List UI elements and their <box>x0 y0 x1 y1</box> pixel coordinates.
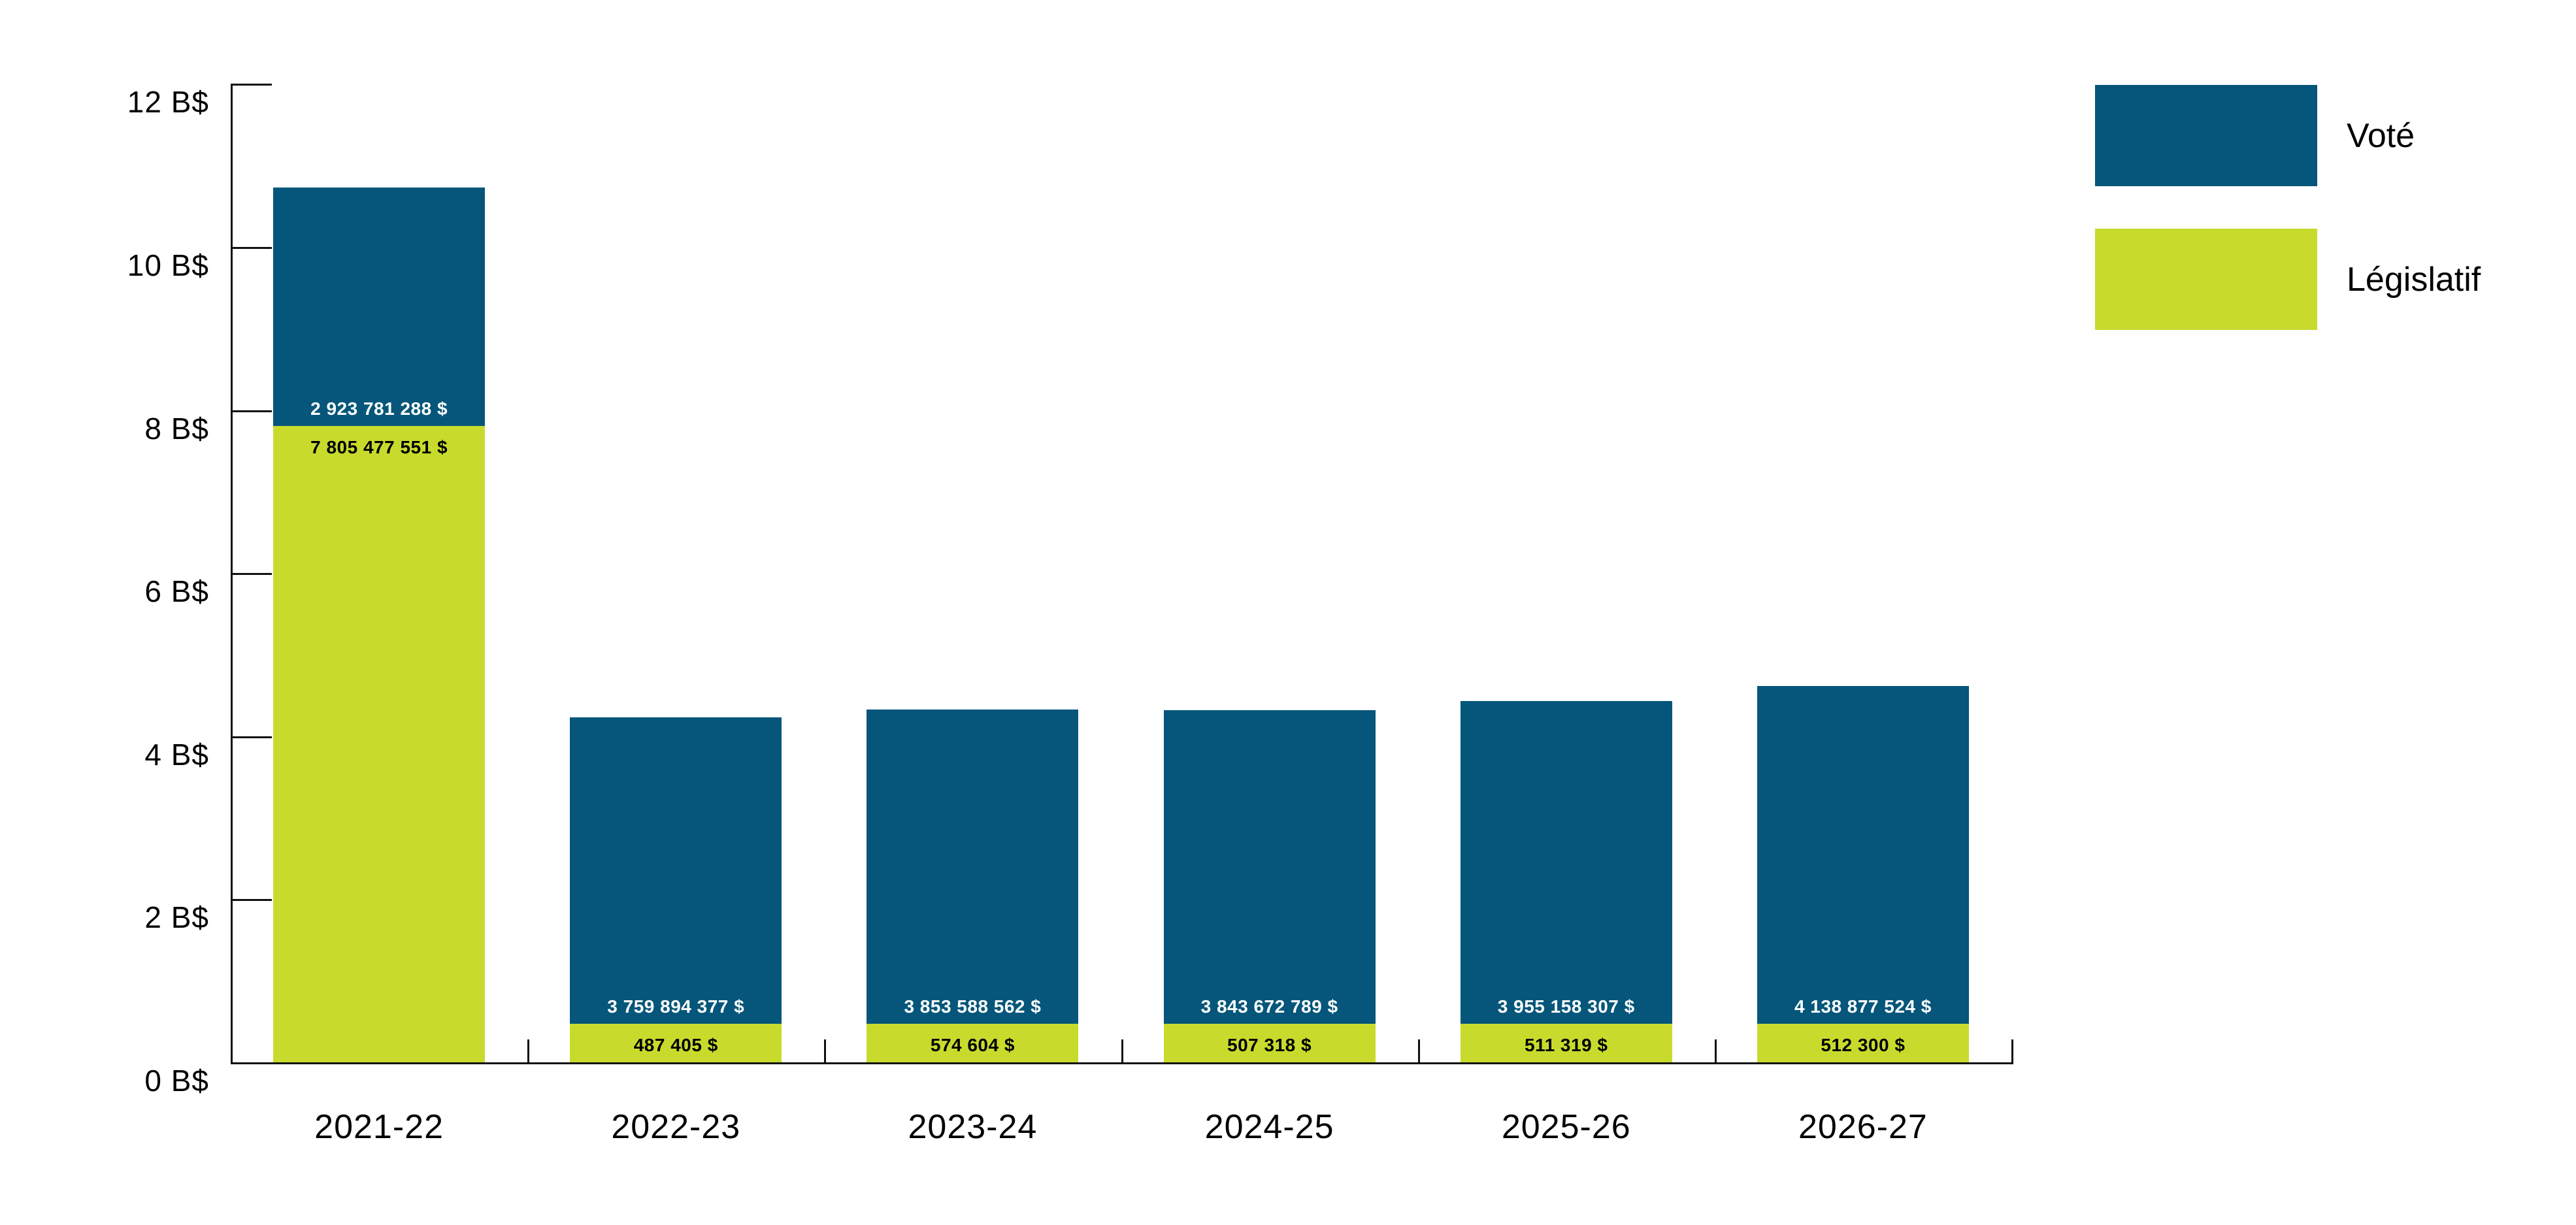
legend-label-vote: Voté <box>2347 116 2415 155</box>
legend-swatch-legislatif <box>2095 229 2317 330</box>
bar-segment-vote[interactable] <box>570 717 782 1024</box>
x-axis-label: 2022-23 <box>611 1108 741 1146</box>
y-axis-tick <box>231 573 272 576</box>
x-axis-tick <box>824 1039 827 1062</box>
y-axis-label: 4 B$ <box>144 737 209 772</box>
bar-value-vote: 4 138 877 524 $ <box>1794 996 1932 1017</box>
y-axis-tick <box>231 84 272 86</box>
y-axis-tick <box>231 899 272 902</box>
bar-segment-vote[interactable] <box>1757 686 1969 1024</box>
bar-value-vote: 3 759 894 377 $ <box>607 996 745 1017</box>
y-axis-label: 2 B$ <box>144 900 209 935</box>
x-axis-label: 2023-24 <box>908 1108 1038 1146</box>
bar-value-vote: 3 843 672 789 $ <box>1200 996 1338 1017</box>
y-axis-tick <box>231 410 272 412</box>
bar-segment-vote[interactable] <box>1460 701 1672 1024</box>
x-axis-tick <box>231 1039 233 1062</box>
bar-segment-legislatif[interactable] <box>273 425 486 1062</box>
y-axis-label: 0 B$ <box>144 1064 209 1098</box>
bar-value-vote: 2 923 781 288 $ <box>310 398 448 419</box>
y-axis-label: 10 B$ <box>127 248 209 282</box>
x-axis-label: 2024-25 <box>1204 1108 1334 1146</box>
x-axis-label: 2025-26 <box>1501 1108 1631 1146</box>
y-axis-tick <box>231 736 272 738</box>
bar-value-legislatif: 512 300 $ <box>1821 1035 1906 1055</box>
bar-value-legislatif: 7 805 477 551 $ <box>310 436 448 457</box>
bar-value-legislatif: 511 319 $ <box>1524 1035 1608 1055</box>
x-axis-line <box>231 1062 2013 1064</box>
y-axis-tick <box>231 247 272 249</box>
bar-segment-vote[interactable] <box>273 187 486 426</box>
bar-value-vote: 3 955 158 307 $ <box>1497 996 1635 1017</box>
legend-item-vote[interactable]: Voté <box>2095 85 2481 186</box>
bar-segment-legislatif[interactable] <box>1757 1024 1969 1062</box>
y-axis-label: 6 B$ <box>144 574 209 609</box>
bar-segment-legislatif[interactable] <box>1460 1024 1672 1062</box>
bar-segment-legislatif[interactable] <box>867 1024 1079 1062</box>
bar-value-vote: 3 853 588 562 $ <box>904 996 1042 1017</box>
x-axis-tick <box>527 1039 530 1062</box>
x-axis-label: 2021-22 <box>314 1108 444 1146</box>
y-axis-label: 12 B$ <box>127 85 209 120</box>
bar-segment-vote[interactable] <box>1163 710 1376 1024</box>
bar-segment-legislatif[interactable] <box>570 1024 782 1062</box>
y-axis-label: 8 B$ <box>144 411 209 446</box>
bar-value-legislatif: 487 405 $ <box>633 1035 718 1055</box>
bar-value-legislatif: 507 318 $ <box>1227 1035 1312 1055</box>
legend-label-legislatif: Législatif <box>2347 260 2481 299</box>
x-axis-tick <box>2011 1039 2013 1062</box>
legend-swatch-vote <box>2095 85 2317 186</box>
legend: Voté Législatif <box>2095 85 2481 372</box>
x-axis-label: 2026-27 <box>1798 1108 1928 1146</box>
legend-item-legislatif[interactable]: Législatif <box>2095 229 2481 330</box>
bar-segment-vote[interactable] <box>867 710 1079 1024</box>
x-axis-tick <box>1121 1039 1123 1062</box>
bar-segment-legislatif[interactable] <box>1163 1024 1376 1062</box>
x-axis-tick <box>1714 1039 1717 1062</box>
bar-value-legislatif: 574 604 $ <box>930 1035 1015 1055</box>
x-axis-tick <box>1417 1039 1420 1062</box>
